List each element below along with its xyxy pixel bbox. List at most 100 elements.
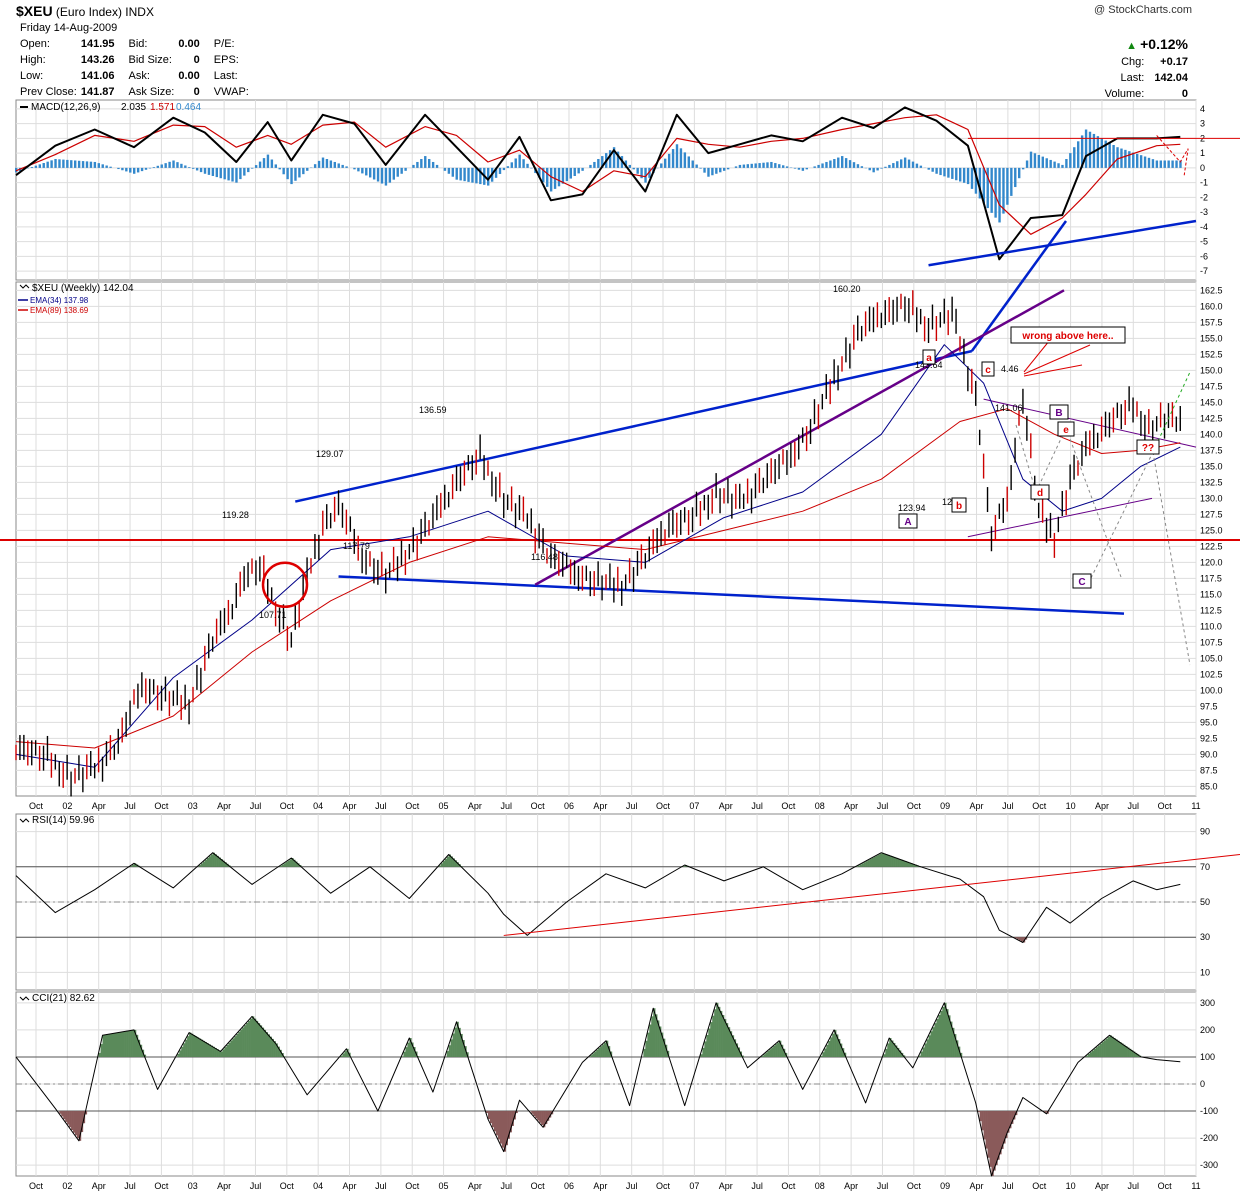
macd-histogram-bar: [1045, 158, 1048, 168]
macd-histogram-bar: [766, 162, 769, 168]
cci-overbought-fill: [179, 1050, 182, 1057]
cci-oversold-fill: [539, 1111, 542, 1123]
cci-overbought-fill: [659, 1026, 662, 1057]
cci-overbought-fill: [720, 1010, 723, 1057]
macd-histogram-bar: [81, 161, 85, 168]
cci-overbought-fill: [100, 1044, 103, 1057]
cci-overbought-fill: [763, 1054, 766, 1057]
y-tick-label: 112.5: [1200, 605, 1222, 615]
cci-oversold-fill: [491, 1111, 495, 1128]
cci-overbought-fill: [409, 1038, 412, 1057]
rsi-overbought-fill: [210, 854, 213, 867]
macd-histogram-bar: [164, 163, 167, 168]
macd-histogram-bar: [955, 167, 958, 181]
macd-histogram-bar: [109, 166, 112, 168]
macd-histogram-bar: [577, 167, 580, 174]
bullish-projection: [1152, 371, 1191, 453]
cci-oversold-fill: [1009, 1111, 1012, 1129]
macd-histogram-bar: [581, 167, 584, 171]
wave-c: c: [985, 365, 991, 376]
cci-overbought-fill: [885, 1048, 888, 1057]
cci-overbought-fill: [918, 1055, 921, 1057]
cci-oversold-fill: [493, 1111, 497, 1132]
macd-histogram-bar: [778, 164, 781, 168]
cci-oversold-fill: [531, 1111, 534, 1114]
rsi-oversold-fill: [1017, 937, 1020, 940]
cci-overbought-fill: [448, 1045, 451, 1057]
cci-oversold-fill: [1013, 1111, 1016, 1120]
x-tick-label: Jul: [124, 801, 136, 811]
cci-overbought-fill: [98, 1052, 101, 1057]
cci-overbought-fill: [189, 1032, 192, 1057]
cci-overbought-fill: [665, 1044, 668, 1057]
cci-oversold-fill: [84, 1111, 88, 1115]
cci-overbought-fill: [887, 1043, 890, 1057]
cci-overbought-fill: [208, 1044, 211, 1057]
bid-label: Bid:: [128, 38, 148, 50]
cci-oversold-fill: [78, 1111, 82, 1141]
cci-overbought-fill: [1129, 1048, 1132, 1057]
cci-oversold-fill: [537, 1111, 540, 1121]
cci-overbought-fill: [403, 1051, 406, 1057]
rsi-overbought-fill: [881, 852, 884, 867]
y-tick-label: 0: [1200, 163, 1205, 173]
cci-overbought-fill: [128, 1030, 131, 1057]
macd-histogram-bar: [361, 167, 364, 174]
cci-overbought-fill: [598, 1047, 601, 1057]
macd-histogram-bar: [848, 160, 852, 168]
cci-overbought-fill: [456, 1021, 459, 1057]
macd-histogram-bar: [699, 167, 702, 169]
macd-histogram-bar: [636, 167, 639, 174]
macd-value: 2.035: [121, 102, 146, 113]
macd-histogram-bar: [70, 160, 73, 168]
macd-signal-value: 1.571: [150, 102, 175, 113]
macd-histogram-bar: [188, 167, 191, 168]
cci-oversold-fill: [76, 1111, 80, 1139]
cci-overbought-fill: [114, 1033, 117, 1057]
cci-overbought-fill: [724, 1019, 727, 1057]
cci-overbought-fill: [1101, 1042, 1104, 1057]
macd-histogram-bar: [986, 167, 989, 209]
macd-histogram-bar: [593, 161, 596, 168]
ask-label: Ask:: [128, 70, 150, 82]
cci-overbought-fill: [928, 1035, 931, 1057]
cci-oversold-fill: [505, 1111, 508, 1146]
wave-C: C: [1078, 577, 1085, 588]
x-tick-label-bottom: Apr: [593, 1181, 607, 1191]
macd-histogram-bar: [211, 167, 215, 176]
cci-overbought-fill: [244, 1025, 247, 1057]
cci-oversold-fill: [541, 1111, 544, 1126]
macd-histogram-bar: [302, 167, 305, 175]
cci-overbought-fill: [116, 1032, 119, 1057]
rsi-overbought-fill: [897, 858, 900, 867]
macd-histogram-bar: [278, 167, 281, 170]
cci-overbought-fill: [187, 1036, 190, 1057]
cci-line: [15, 1002, 1181, 1177]
cci-overbought-fill: [661, 1032, 664, 1057]
cci-overbought-fill: [942, 1006, 945, 1057]
cci-oversold-fill: [533, 1111, 536, 1117]
rsi-overbought-fill: [216, 855, 219, 867]
x-tick-label: 06: [564, 801, 574, 811]
x-tick-label: Oct: [405, 801, 420, 811]
cci-overbought-fill: [446, 1051, 449, 1057]
x-tick-label: Oct: [1158, 801, 1173, 811]
cci-overbought-fill: [924, 1043, 927, 1057]
y-tick-label: -5: [1200, 237, 1208, 247]
macd-histogram-bar: [597, 159, 600, 168]
asksize-value: 0: [193, 86, 200, 98]
cci-overbought-fill: [340, 1055, 343, 1057]
macd-histogram-bar: [974, 167, 978, 194]
cci-oversold-fill: [977, 1111, 980, 1113]
y-tick-label: -200: [1200, 1133, 1218, 1143]
macd-histogram-bar: [715, 167, 718, 174]
macd-histogram-bar: [691, 160, 694, 168]
macd-histogram-bar: [451, 167, 454, 177]
macd-histogram-bar: [896, 161, 899, 168]
x-tick-label: Jul: [626, 801, 638, 811]
y-tick-label: 105.0: [1200, 653, 1223, 663]
rsi-overbought-fill: [914, 864, 918, 867]
y-tick-label: -1: [1200, 178, 1208, 188]
x-tick-label: Apr: [1095, 801, 1109, 811]
cci-overbought-fill: [777, 1042, 780, 1057]
